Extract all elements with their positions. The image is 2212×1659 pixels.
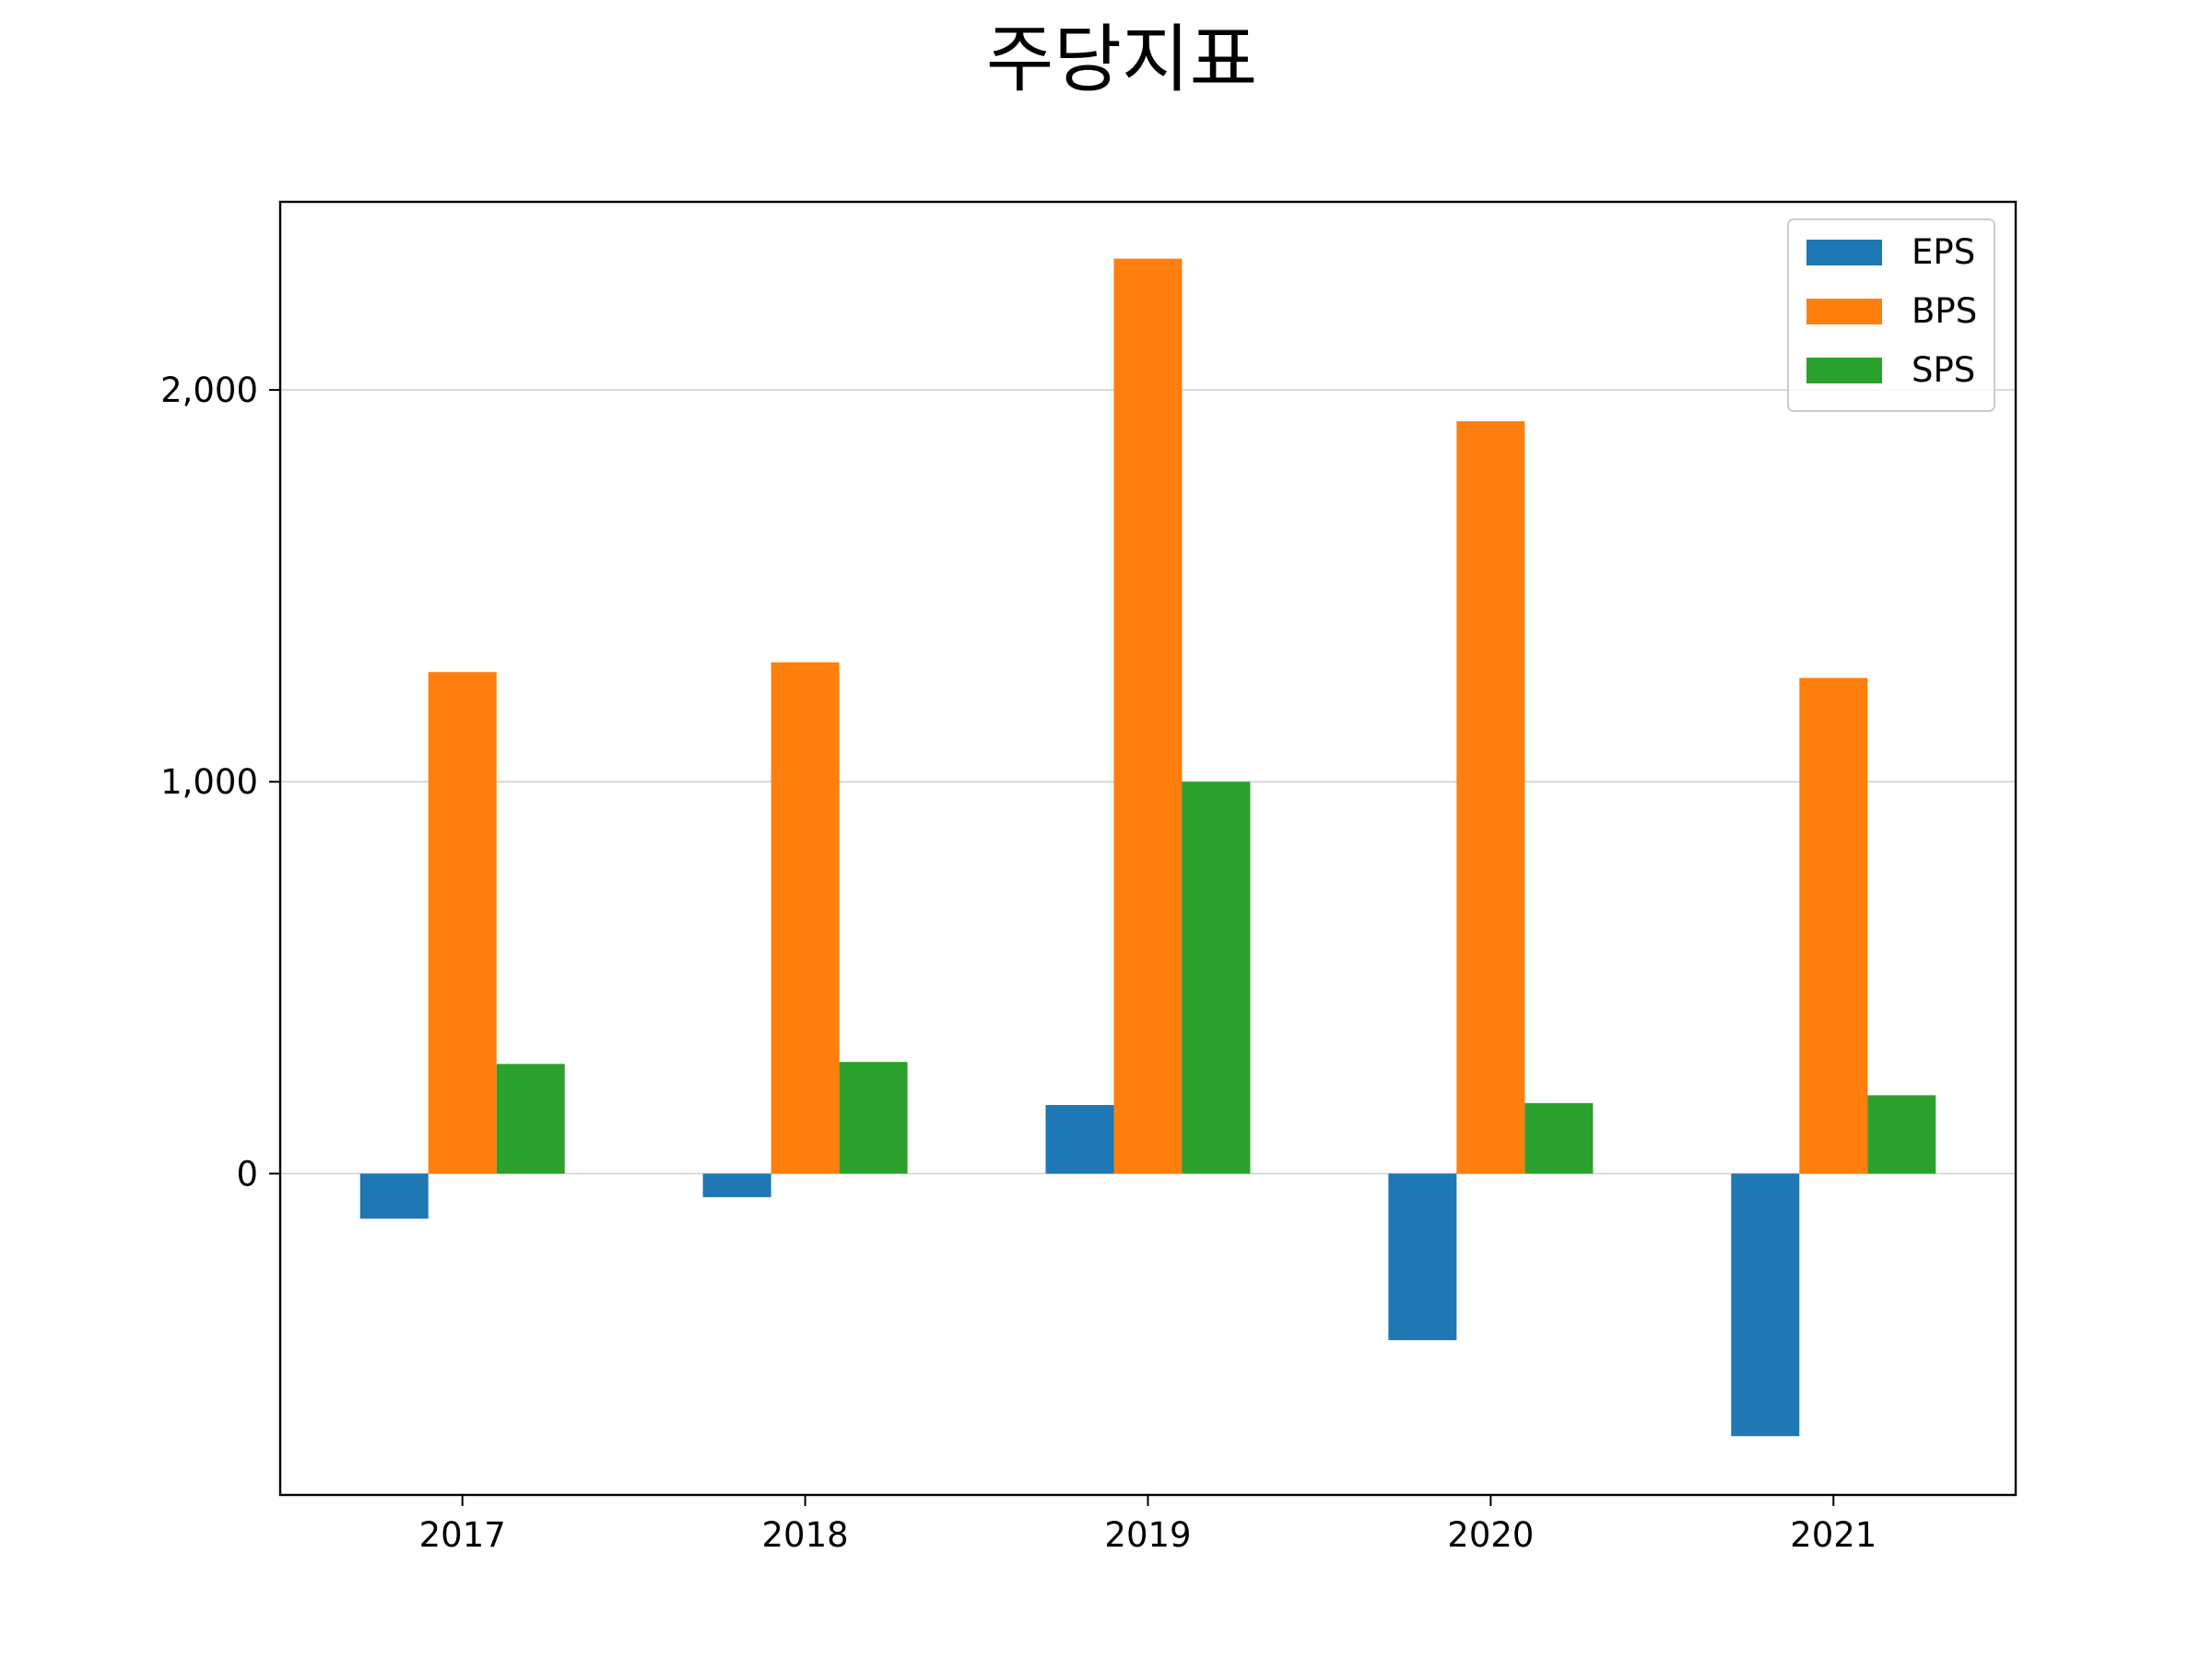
chart-title: 주당지표: [986, 17, 1257, 102]
bar-eps-2020: [1388, 1173, 1457, 1341]
bar-sps-2019: [1182, 782, 1251, 1174]
legend-swatch-bps: [1806, 299, 1882, 324]
bar-eps-2021: [1731, 1173, 1800, 1437]
y-tick-label: 2,000: [160, 371, 258, 410]
bars: [359, 258, 1936, 1437]
x-tick-label: 2017: [419, 1515, 506, 1555]
bar-sps-2017: [496, 1064, 565, 1174]
plot-frame: [278, 200, 2018, 1497]
bar-bps-2021: [1799, 677, 1868, 1174]
legend-label-sps: SPS: [1912, 350, 1975, 390]
axes: 0 1,000 2,000 2017 2018 2019 2020 2021: [160, 200, 2018, 1555]
legend-swatch-eps: [1806, 240, 1882, 265]
bar-eps-2017: [359, 1173, 429, 1219]
bar-sps-2020: [1524, 1102, 1594, 1174]
legend: EPS BPS SPS: [1787, 218, 1995, 412]
bar-eps-2018: [702, 1173, 771, 1197]
bar-sps-2018: [839, 1062, 908, 1174]
legend-label-eps: EPS: [1912, 232, 1975, 272]
bar-sps-2021: [1867, 1095, 1936, 1174]
bar-bps-2018: [771, 662, 840, 1174]
y-tick-label: 0: [236, 1154, 258, 1194]
x-tick-label: 2020: [1447, 1515, 1534, 1555]
legend-swatch-sps: [1806, 358, 1882, 383]
x-tick-label: 2018: [762, 1515, 849, 1555]
bar-bps-2020: [1456, 421, 1525, 1174]
x-tick-label: 2019: [1104, 1515, 1191, 1555]
legend-label-bps: BPS: [1912, 291, 1977, 331]
bar-bps-2017: [428, 672, 497, 1174]
x-tick-label: 2021: [1790, 1515, 1877, 1555]
y-tick-label: 1,000: [160, 762, 258, 802]
bar-eps-2019: [1045, 1104, 1114, 1174]
bar-bps-2019: [1113, 258, 1182, 1174]
